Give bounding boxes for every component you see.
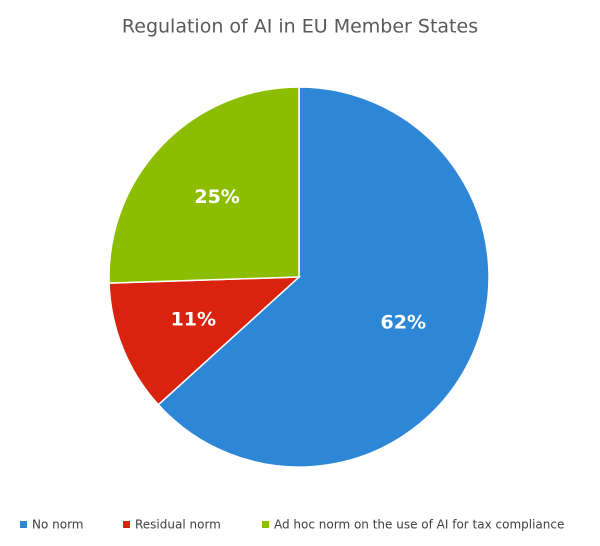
legend-label: No norm xyxy=(32,518,84,532)
chart-title: Regulation of AI in EU Member States xyxy=(122,16,478,38)
pie-slice xyxy=(108,86,300,284)
legend-label: Residual norm xyxy=(135,518,221,532)
value-label: 62% xyxy=(381,312,426,334)
pie-slice xyxy=(157,86,490,468)
value-label: 25% xyxy=(194,186,239,208)
legend-swatch xyxy=(262,521,269,528)
value-label: 11% xyxy=(171,308,216,330)
legend-label: Ad hoc norm on the use of AI for tax com… xyxy=(274,518,564,532)
legend-swatch xyxy=(123,521,130,528)
pie-slice xyxy=(108,276,302,406)
legend-swatch xyxy=(20,521,27,528)
